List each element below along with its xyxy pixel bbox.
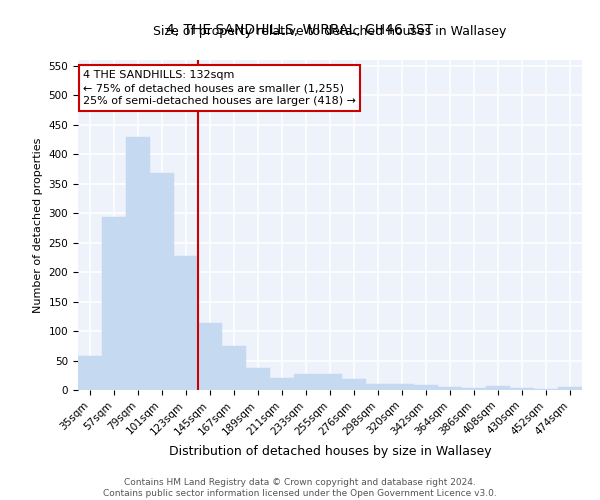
Bar	[438, 387, 462, 390]
Bar	[246, 368, 270, 390]
Bar	[486, 386, 510, 390]
X-axis label: Distribution of detached houses by size in Wallasey: Distribution of detached houses by size …	[169, 445, 491, 458]
Bar	[462, 388, 486, 390]
Bar	[294, 374, 318, 390]
Bar	[558, 387, 582, 390]
Bar	[222, 346, 246, 390]
Bar	[126, 136, 150, 390]
Text: 4 THE SANDHILLS: 132sqm
← 75% of detached houses are smaller (1,255)
25% of semi: 4 THE SANDHILLS: 132sqm ← 75% of detache…	[83, 70, 356, 106]
Bar	[366, 384, 390, 390]
Bar	[198, 324, 222, 390]
Bar	[270, 378, 294, 390]
Bar	[174, 256, 198, 390]
Bar	[414, 386, 438, 390]
Bar	[510, 388, 534, 390]
Bar	[78, 356, 102, 390]
Bar	[318, 374, 342, 390]
Bar	[102, 218, 126, 390]
Bar	[390, 384, 414, 390]
Bar	[150, 173, 174, 390]
Title: Size of property relative to detached houses in Wallasey: Size of property relative to detached ho…	[154, 25, 506, 38]
Bar	[342, 380, 366, 390]
Y-axis label: Number of detached properties: Number of detached properties	[33, 138, 43, 312]
Text: 4, THE SANDHILLS, WIRRAL, CH46 3ST: 4, THE SANDHILLS, WIRRAL, CH46 3ST	[166, 22, 434, 36]
Text: Contains HM Land Registry data © Crown copyright and database right 2024.
Contai: Contains HM Land Registry data © Crown c…	[103, 478, 497, 498]
